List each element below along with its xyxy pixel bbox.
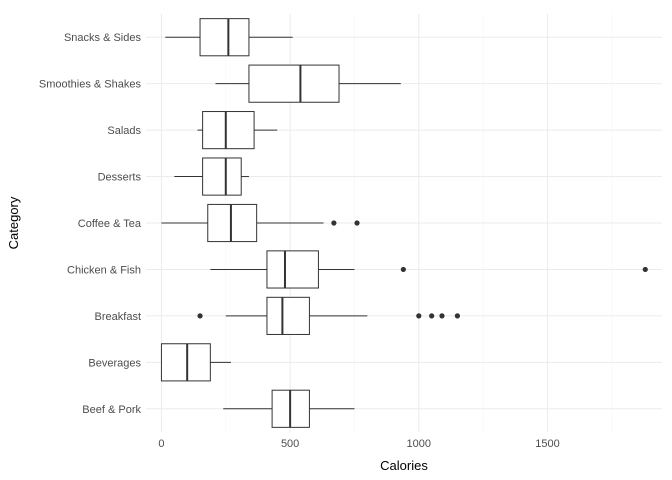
y-tick-label: Snacks & Sides	[64, 32, 142, 44]
outlier-point	[429, 313, 435, 319]
y-tick-label: Smoothies & Shakes	[39, 79, 142, 91]
box-beef-pork	[223, 389, 355, 428]
outlier-point	[416, 313, 422, 319]
x-axis-title: Calories	[380, 458, 428, 473]
outlier-point	[642, 266, 648, 273]
y-tick-label: Coffee & Tea	[78, 218, 142, 230]
x-tick-label: 1000	[407, 438, 431, 450]
iqr-box	[207, 203, 258, 243]
box-breakfast	[197, 296, 461, 335]
x-tick-label: 0	[158, 438, 164, 450]
x-tick-label: 1500	[535, 438, 559, 450]
iqr-box	[248, 64, 340, 103]
outlier-point	[197, 313, 203, 319]
box-salads	[197, 111, 278, 150]
y-axis-title: Category	[6, 196, 21, 249]
y-tick-label: Breakfast	[95, 311, 141, 323]
iqr-box	[202, 111, 255, 150]
box-desserts	[174, 157, 249, 196]
box-chicken-fish	[210, 250, 648, 289]
outlier-point	[331, 220, 337, 226]
outlier-point	[400, 266, 406, 273]
y-tick-label: Beverages	[88, 357, 141, 369]
box-beverages	[160, 343, 231, 382]
x-tick-label: 500	[281, 438, 299, 450]
y-tick-label: Salads	[107, 125, 141, 137]
y-tick-labels: Beef & Pork Beverages Breakfast Chicken & F…	[39, 32, 142, 416]
outlier-point	[354, 220, 360, 226]
box-smoothies-shakes	[215, 64, 401, 103]
iqr-box	[266, 250, 319, 289]
outlier-point	[439, 313, 445, 319]
y-tick-label: Beef & Pork	[82, 404, 141, 416]
iqr-box	[266, 296, 310, 335]
y-tick-label: Desserts	[98, 172, 142, 184]
iqr-box	[199, 18, 250, 57]
box-coffee-tea	[161, 203, 360, 243]
box-plots	[160, 18, 648, 428]
iqr-box	[160, 343, 211, 382]
x-tick-labels: 0 500 1000 1500	[158, 438, 559, 450]
outlier-point	[454, 313, 461, 319]
y-tick-label: Chicken & Fish	[67, 264, 141, 276]
iqr-box	[202, 157, 242, 196]
box-snacks-sides	[165, 18, 293, 57]
